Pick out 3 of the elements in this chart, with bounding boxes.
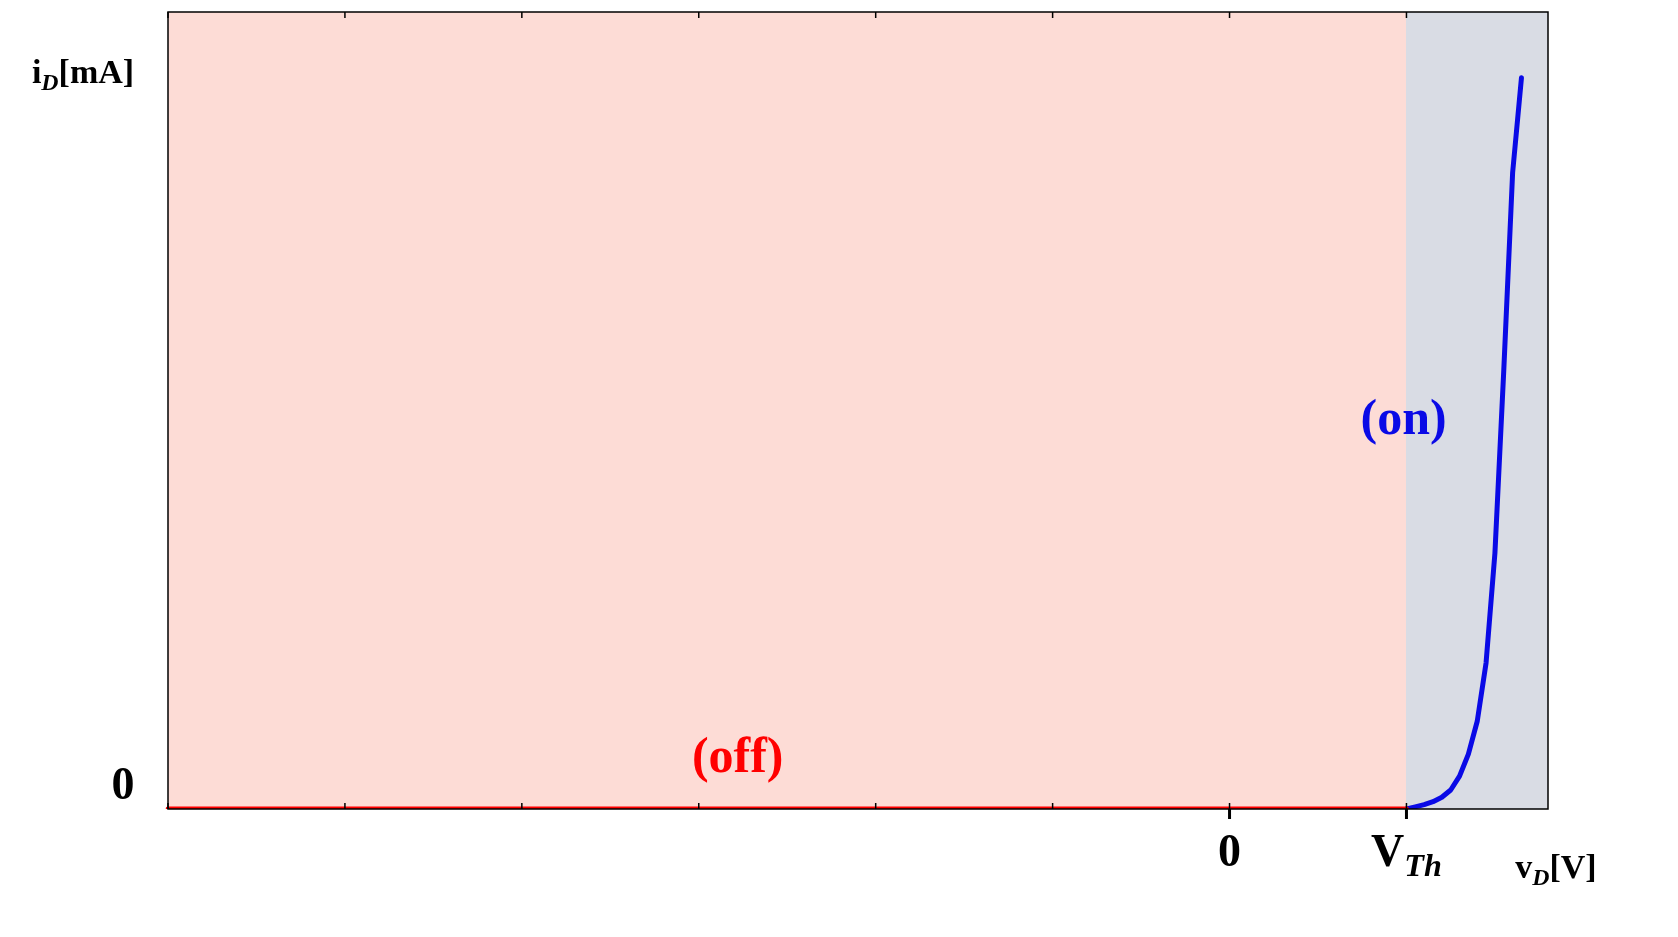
text: 0 xyxy=(111,757,135,809)
annotation: (on) xyxy=(1360,389,1447,446)
annotation: (off) xyxy=(691,726,784,783)
